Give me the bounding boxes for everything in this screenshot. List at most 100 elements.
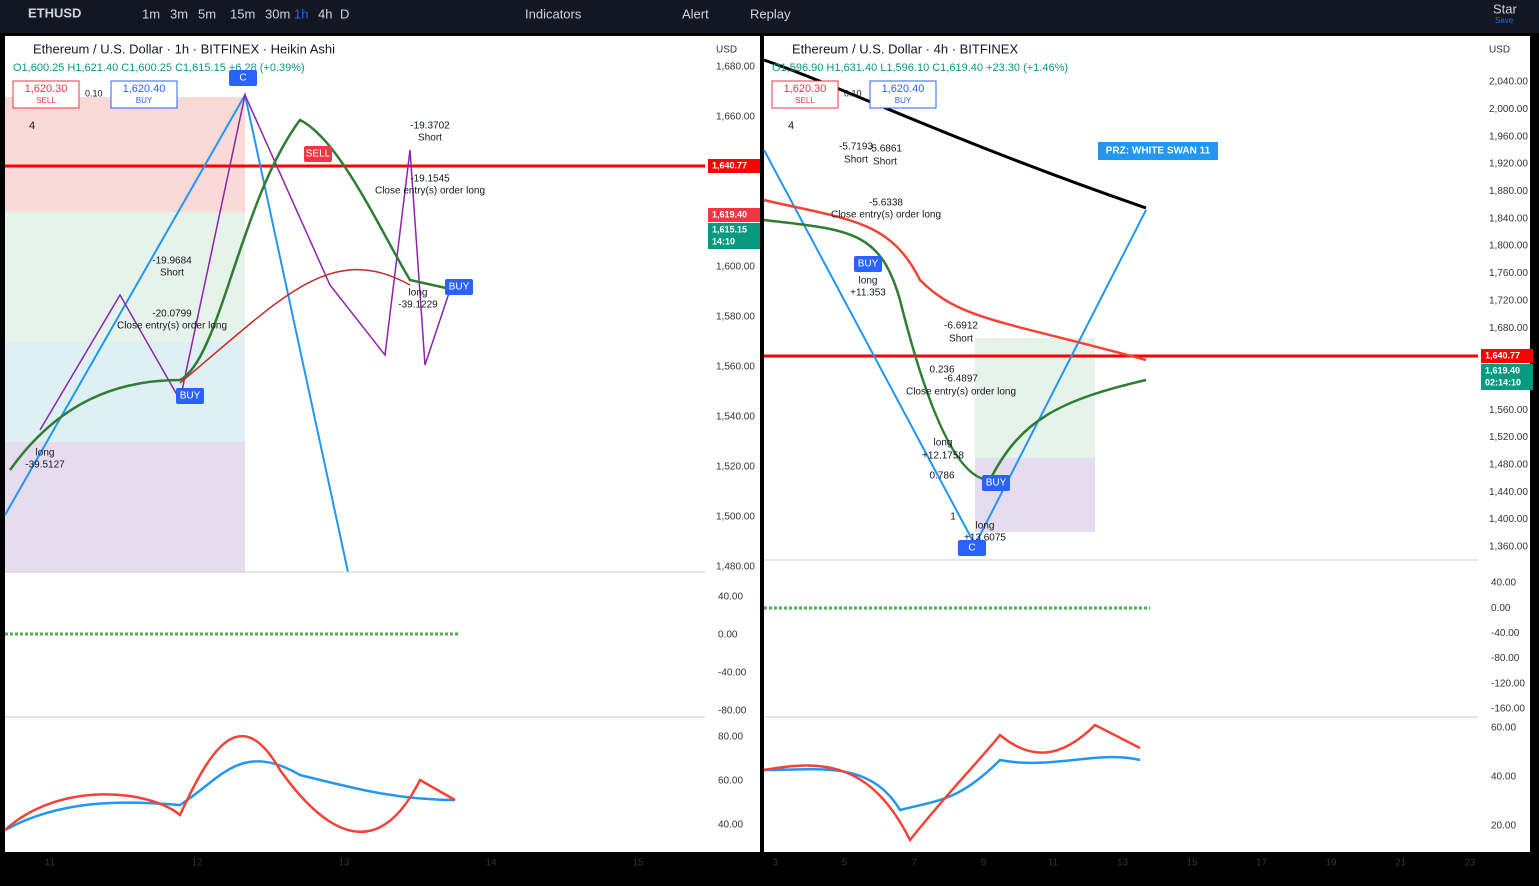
price-tick: 2,000.00 (1489, 104, 1528, 115)
interval[interactable]: 15m (230, 6, 255, 21)
price-tag (708, 208, 760, 222)
price-tick: 1,520.00 (1489, 432, 1528, 443)
layers: 4 (788, 120, 794, 132)
currency: USD (1489, 45, 1510, 56)
buy-price: 1,620.40 (882, 83, 925, 95)
price-tick: 1,840.00 (1489, 213, 1528, 224)
annotation: Short (160, 268, 184, 279)
sell-box[interactable] (771, 80, 839, 109)
annotation: -5.7193 (839, 142, 873, 153)
price-tick: 1,880.00 (1489, 186, 1528, 197)
osc-tick: 0.00 (718, 630, 738, 641)
price-tick: 1,760.00 (1489, 268, 1528, 279)
x-label: 21 (1395, 858, 1407, 869)
sell-label: SELL (795, 96, 815, 105)
x-label: 11 (1048, 858, 1059, 869)
prz-text: PRZ: WHITE SWAN 11 (1106, 146, 1211, 157)
annotation: Short (949, 334, 973, 345)
rsi-tick: 40.00 (1491, 772, 1516, 783)
annotation: long (976, 521, 995, 532)
x-label: 23 (1464, 858, 1476, 869)
symbol[interactable]: ETHUSD (28, 5, 81, 20)
annotation: BUY (986, 478, 1007, 489)
toolbar-button[interactable]: Alert (682, 6, 709, 21)
interval[interactable]: 5m (198, 6, 216, 21)
rsi-tick: 60.00 (718, 776, 743, 787)
annotation: -20.0799 (152, 309, 192, 320)
price-tick: 1,800.00 (1489, 241, 1528, 252)
signal-label (176, 388, 204, 404)
annotation: long (409, 288, 428, 299)
annotation: long (859, 276, 878, 287)
ohlc: O1,596.90 H1,631.40 L1,596.10 C1,619.40 … (772, 62, 1068, 74)
rsi-tick: 20.00 (1491, 821, 1516, 832)
right-pane (763, 36, 1530, 852)
annotation: +12.1758 (922, 451, 964, 462)
annotation: -6.6912 (944, 321, 978, 332)
currency: USD (716, 45, 737, 56)
annotation: -5.6338 (869, 198, 903, 209)
annotation: C (968, 543, 975, 554)
price-tick: 1,400.00 (1489, 514, 1528, 525)
price-tick: 1,440.00 (1489, 487, 1528, 498)
x-label: 7 (911, 858, 917, 869)
interval[interactable]: 30m (265, 6, 290, 21)
interval[interactable]: 3m (170, 6, 188, 21)
price-tick: 1,600.00 (716, 262, 755, 273)
x-label: 3 (772, 858, 778, 869)
price-tick: 2,040.00 (1489, 77, 1528, 88)
price-tag-text: 1,640.77 (712, 160, 747, 170)
toolbar (0, 0, 1539, 33)
x-label: 13 (1117, 858, 1129, 869)
signal-label (445, 279, 473, 295)
save[interactable]: Save (1495, 16, 1514, 25)
interval[interactable]: 4h (318, 6, 332, 21)
annotation: -39.1229 (398, 300, 438, 311)
interval[interactable]: D (340, 6, 349, 21)
spread: 0.10 (85, 88, 103, 98)
price-tag (1481, 376, 1533, 390)
x-label: 17 (1256, 858, 1268, 869)
buy-box[interactable] (110, 80, 178, 109)
price-tag (708, 235, 760, 249)
sell-price: 1,620.30 (784, 83, 827, 95)
annotation: Close entry(s) order long (375, 186, 485, 197)
x-label: 9 (981, 858, 987, 869)
x-label: 12 (191, 858, 203, 869)
price-tag-text: 1,619.40 (1485, 365, 1520, 375)
annotation: SELL (306, 149, 331, 160)
price-tick: 1,560.00 (1489, 405, 1528, 416)
annotation: Short (873, 157, 897, 168)
osc-tick: -80.00 (718, 706, 747, 717)
price-tick: 1,720.00 (1489, 295, 1528, 306)
buy-box[interactable] (869, 80, 937, 109)
annotation: C (239, 73, 246, 84)
price-tick: 1,920.00 (1489, 159, 1528, 170)
buy-label: BUY (136, 96, 153, 105)
annotation: 0.786 (929, 471, 954, 482)
signal-label (854, 256, 882, 272)
interval[interactable]: 1m (142, 6, 160, 21)
annotation: BUY (858, 259, 879, 270)
osc-tick: -120.00 (1491, 678, 1525, 689)
signal-label (304, 146, 332, 162)
annotation: -39.5127 (25, 460, 65, 471)
annotation: +13.6075 (964, 533, 1006, 544)
sell-box[interactable] (12, 80, 80, 109)
chart-title: Ethereum / U.S. Dollar · 1h · BITFINEX ·… (33, 41, 335, 56)
star[interactable]: Star (1493, 1, 1518, 16)
annotation: -6.4897 (944, 374, 978, 385)
price-tick: 1,520.00 (716, 462, 755, 473)
ohlc: O1,600.25 H1,621.40 C1,600.25 C1,615.15 … (13, 62, 305, 74)
toolbar-button[interactable]: Replay (750, 6, 791, 21)
toolbar-button[interactable]: Indicators (525, 6, 582, 21)
buy-label: BUY (895, 96, 912, 105)
price-tick: 1,560.00 (716, 362, 755, 373)
x-label: 19 (1325, 858, 1337, 869)
annotation: 1 (950, 512, 956, 523)
annotation: long (934, 438, 953, 449)
interval[interactable]: 1h (294, 6, 308, 21)
left-pane (4, 36, 760, 852)
osc-tick: -160.00 (1491, 704, 1525, 715)
price-tag (708, 159, 760, 173)
